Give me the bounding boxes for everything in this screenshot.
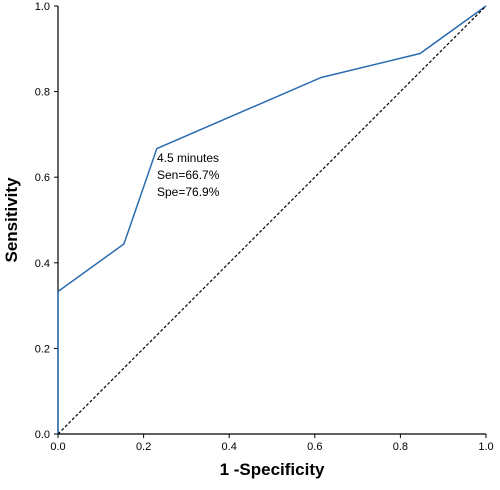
x-tick-label: 0.6 [307,441,322,453]
cutoff-annotation-line: 4.5 minutes [157,151,219,165]
y-tick-label: 0.8 [35,87,50,99]
y-tick-label: 0.2 [35,343,50,355]
y-tick-label: 1.0 [35,1,50,13]
y-tick-label: 0.0 [35,429,50,441]
y-axis-title: Sensitivity [2,177,21,263]
x-tick-label: 0.2 [136,441,151,453]
x-tick-label: 0.0 [50,441,65,453]
roc-curve-line [57,5,487,434]
y-tick-label: 0.4 [35,258,50,270]
series-layer [57,5,487,435]
annotation-layer: 4.5 minutes Sen=66.7% Spe=76.9% [157,151,220,199]
y-axis-ticks: 0.0 0.2 0.4 0.6 0.8 1.0 [35,1,58,441]
x-tick-label: 1.0 [478,441,493,453]
cutoff-annotation-line: Spe=76.9% [157,185,220,199]
cutoff-annotation-line: Sen=66.7% [157,168,220,182]
y-tick-label: 0.6 [35,172,50,184]
reference-diagonal-line [57,5,487,435]
x-tick-label: 0.4 [222,441,237,453]
x-axis-title: 1 -Specificity [220,460,325,479]
x-tick-label: 0.8 [393,441,408,453]
x-axis-ticks: 0.0 0.2 0.4 0.6 0.8 1.0 [50,434,494,453]
plot-area: 0.0 0.2 0.4 0.6 0.8 1.0 0.0 0.2 0.4 0.6 0.8 1.0 4.… [35,1,494,453]
